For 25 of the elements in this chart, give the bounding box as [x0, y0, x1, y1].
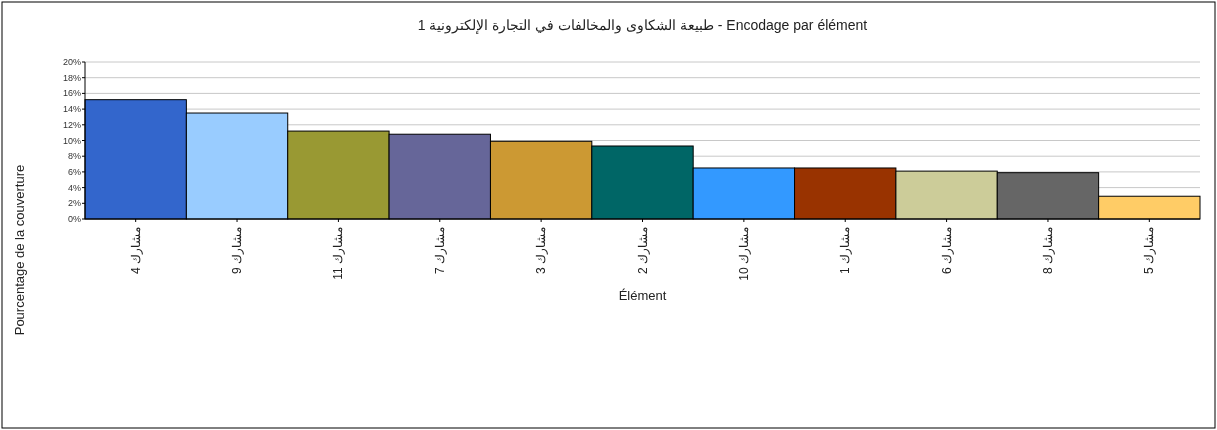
- ytick: 6%: [68, 166, 81, 177]
- xtick: مشارك 6: [939, 227, 954, 275]
- ytick: 18%: [63, 72, 81, 83]
- xtick: مشارك 7: [432, 227, 447, 275]
- xtick: مشارك 5: [1142, 227, 1157, 275]
- ylabel: Pourcentage de la couverture: [12, 164, 27, 336]
- xtick: مشارك 2: [635, 227, 650, 275]
- xtick: مشارك 1: [838, 227, 853, 275]
- xtick: مشارك 4: [128, 227, 143, 275]
- ytick: 8%: [68, 151, 81, 162]
- ytick: 0%: [68, 214, 81, 224]
- ytick: 20%: [63, 57, 81, 67]
- title: طبيعة الشكاوى والمخالفات في التجارة الإلكترونية 1 - Encodage par élément: [417, 17, 868, 33]
- ytick: 16%: [63, 88, 81, 99]
- xtick: مشارك 11: [331, 227, 346, 280]
- xtick: مشارك 10: [736, 227, 751, 281]
- xtick: مشارك 9: [230, 227, 245, 275]
- ytick: 12%: [63, 119, 81, 130]
- xtick: مشارك 3: [534, 227, 549, 275]
- xlabel: Élément: [618, 288, 667, 303]
- ytick: 14%: [63, 104, 81, 115]
- ytick: 4%: [68, 182, 81, 193]
- ytick: 10%: [63, 135, 81, 146]
- xtick: مشارك 8: [1040, 227, 1055, 275]
- ytick: 2%: [68, 198, 81, 209]
